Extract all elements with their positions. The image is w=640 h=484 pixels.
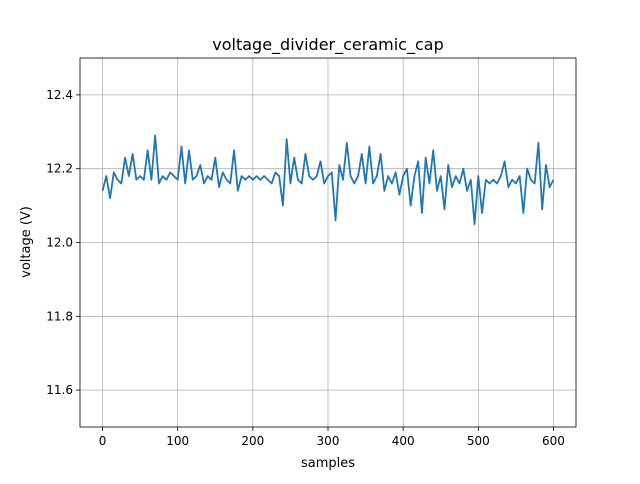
x-tick-label: 500 [467,434,490,448]
axis-ticks: 0 100 200 300 400 500 600 11.6 11.8 12.0 12.2 12.4 [46,88,565,448]
x-tick-label: 600 [542,434,565,448]
x-tick-label: 400 [392,434,415,448]
y-tick-label: 12.0 [46,236,73,250]
y-axis-label: voltage (V) [19,206,34,278]
series-line [101,134,555,225]
chart-title: voltage_divider_ceramic_cap [212,35,443,55]
series-layer [101,134,555,225]
y-tick-label: 11.6 [46,383,73,397]
y-tick-label: 11.8 [46,309,73,323]
x-tick-label: 200 [241,434,264,448]
x-tick-label: 100 [166,434,189,448]
x-tick-label: 0 [99,434,107,448]
x-tick-label: 300 [317,434,340,448]
grid [80,58,576,427]
y-tick-label: 12.2 [46,162,73,176]
y-tick-label: 12.4 [46,88,73,102]
x-axis-label: samples [301,456,355,471]
